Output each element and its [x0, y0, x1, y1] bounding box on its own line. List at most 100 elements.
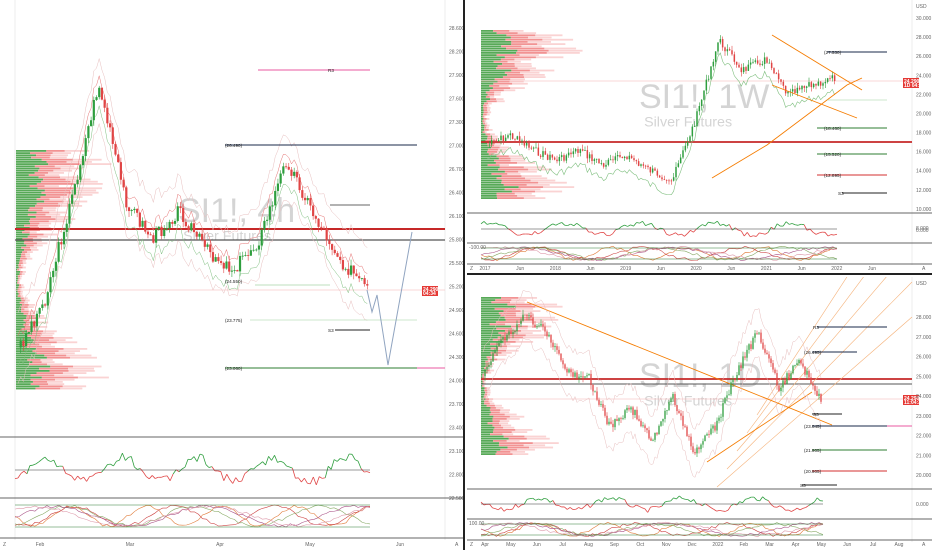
candle-body — [328, 240, 331, 245]
candle-body — [244, 255, 247, 256]
candle-body — [171, 221, 174, 224]
volume-bar-red — [501, 334, 526, 337]
candle-body — [522, 314, 524, 321]
oscillator-segment — [480, 501, 485, 506]
candle-body — [512, 332, 514, 335]
x-axis-4h[interactable]: Feb Mar Apr May Jun — [36, 542, 405, 548]
volume-bar-green — [16, 282, 18, 284]
candle-body — [514, 331, 516, 333]
footer-right[interactable]: A — [455, 542, 459, 548]
oscillator-segment — [773, 223, 778, 230]
volume-bar-pink — [25, 299, 30, 302]
candle-body — [537, 147, 540, 156]
footer-left[interactable]: Z — [3, 542, 6, 548]
candle-body — [654, 432, 656, 440]
volume-bar-green — [481, 85, 490, 87]
volume-bar-red — [39, 385, 63, 388]
volume-bar-green — [16, 242, 24, 245]
volume-bar-red — [17, 295, 21, 297]
footer-left[interactable]: Z — [470, 542, 473, 548]
volume-bar-green — [16, 334, 27, 337]
volume-bar-pink — [485, 122, 488, 125]
candle-body — [678, 411, 680, 414]
volume-bar-green — [481, 440, 494, 442]
oscillator-segment — [779, 505, 783, 508]
oscillator-segment — [513, 232, 518, 236]
x-axis-1w[interactable]: 2017 Jun 2018 Jun 2019 Jun 2020 Jun 2021 Jun 2022 J… — [479, 266, 876, 272]
oscillator-segment — [552, 500, 557, 506]
volume-bar-green — [16, 176, 39, 179]
footer-right[interactable]: A — [922, 266, 926, 272]
candle-body — [786, 373, 788, 384]
candle-body — [626, 407, 628, 411]
candle-body — [752, 61, 754, 63]
x-axis-1d[interactable]: Apr May Jun Jul Aug Sep Oct Nov Dec 2022 Feb Mar Apr… — [481, 542, 904, 548]
y-tick-label: 24.600 — [449, 332, 465, 338]
volume-bar-green — [481, 157, 499, 160]
oscillator-segment — [17, 473, 22, 479]
oscillator-segment — [92, 473, 96, 477]
footer-right[interactable]: A — [922, 542, 926, 548]
watermark-1d-name: Silver Futures — [644, 394, 732, 410]
y-axis-1d[interactable]: 28.00027.00026.00025.00024.00023.00022.0… — [916, 315, 932, 479]
chart-pane-1d[interactable]: SI1!, 1D Silver Futures R3 (26.495) S3 (23.04… — [467, 277, 932, 550]
y-axis-4h[interactable]: 28.60028.20027.90027.60027.30027.00026.7… — [449, 26, 465, 502]
oscillator-segment — [812, 231, 817, 235]
candle-body — [648, 430, 650, 439]
candle-body — [25, 333, 28, 346]
volume-bar-green — [481, 173, 492, 175]
oscillator-segment — [47, 459, 51, 462]
volume-bar-red — [30, 152, 53, 154]
volume-bar-pink — [506, 440, 520, 442]
volume-bar-pink — [525, 334, 549, 337]
y-axis-1w[interactable]: 30.00028.00026.00024.00022.00020.00018.0… — [916, 16, 932, 232]
candle-body — [217, 257, 220, 262]
volume-bar-pink — [49, 211, 66, 214]
footer-left[interactable]: Z — [470, 266, 473, 272]
candle-body — [500, 339, 502, 344]
y-tick-label: 26.000 — [916, 355, 932, 361]
candle-body — [366, 284, 369, 286]
volume-bar-red — [18, 286, 22, 289]
volume-bar-pink — [73, 187, 103, 190]
candle-body — [500, 135, 502, 141]
volume-bar-pink — [499, 85, 509, 87]
volume-bar-red — [17, 290, 21, 293]
oscillator-segment — [585, 227, 590, 233]
y-tick-label: 24.900 — [449, 308, 465, 314]
candle-body — [691, 126, 694, 137]
candle-body — [122, 179, 125, 188]
candle-body — [330, 244, 334, 250]
chart-pane-4h[interactable]: SI1!, 4h Silver Futures R3 (26.490) (24.550)… — [0, 0, 465, 550]
chart-pane-1w[interactable]: SI1!, 1W Silver Futures (27.530) (18.460) (1… — [467, 0, 932, 275]
candle-body — [222, 262, 225, 269]
candle-body — [538, 325, 540, 327]
oscillator-segment — [492, 222, 497, 225]
volume-bar-green — [481, 96, 486, 98]
volume-bar-pink — [523, 197, 546, 199]
oscillator-segment — [659, 505, 663, 508]
volume-bar-pink — [519, 54, 539, 56]
candle-body — [198, 233, 201, 237]
volume-bar-green — [481, 360, 486, 363]
oscillator-segment — [518, 504, 522, 508]
volume-bar-green — [481, 102, 485, 105]
volume-bar-green — [481, 118, 484, 120]
candle-body — [644, 165, 647, 167]
oscillator-segment — [155, 476, 159, 479]
oscillator-segment — [690, 499, 694, 503]
volume-bar-green — [16, 185, 30, 187]
oscillator-segment — [503, 508, 508, 512]
volume-bar-pink — [45, 213, 61, 216]
volume-bar-pink — [49, 156, 67, 159]
volume-bar-pink — [530, 179, 556, 182]
candle-body — [610, 421, 612, 424]
volume-bar-green — [16, 255, 21, 258]
candle-body — [740, 365, 742, 368]
volume-bar-green — [16, 312, 24, 315]
candle-body — [190, 223, 193, 231]
candle-body — [780, 387, 782, 392]
